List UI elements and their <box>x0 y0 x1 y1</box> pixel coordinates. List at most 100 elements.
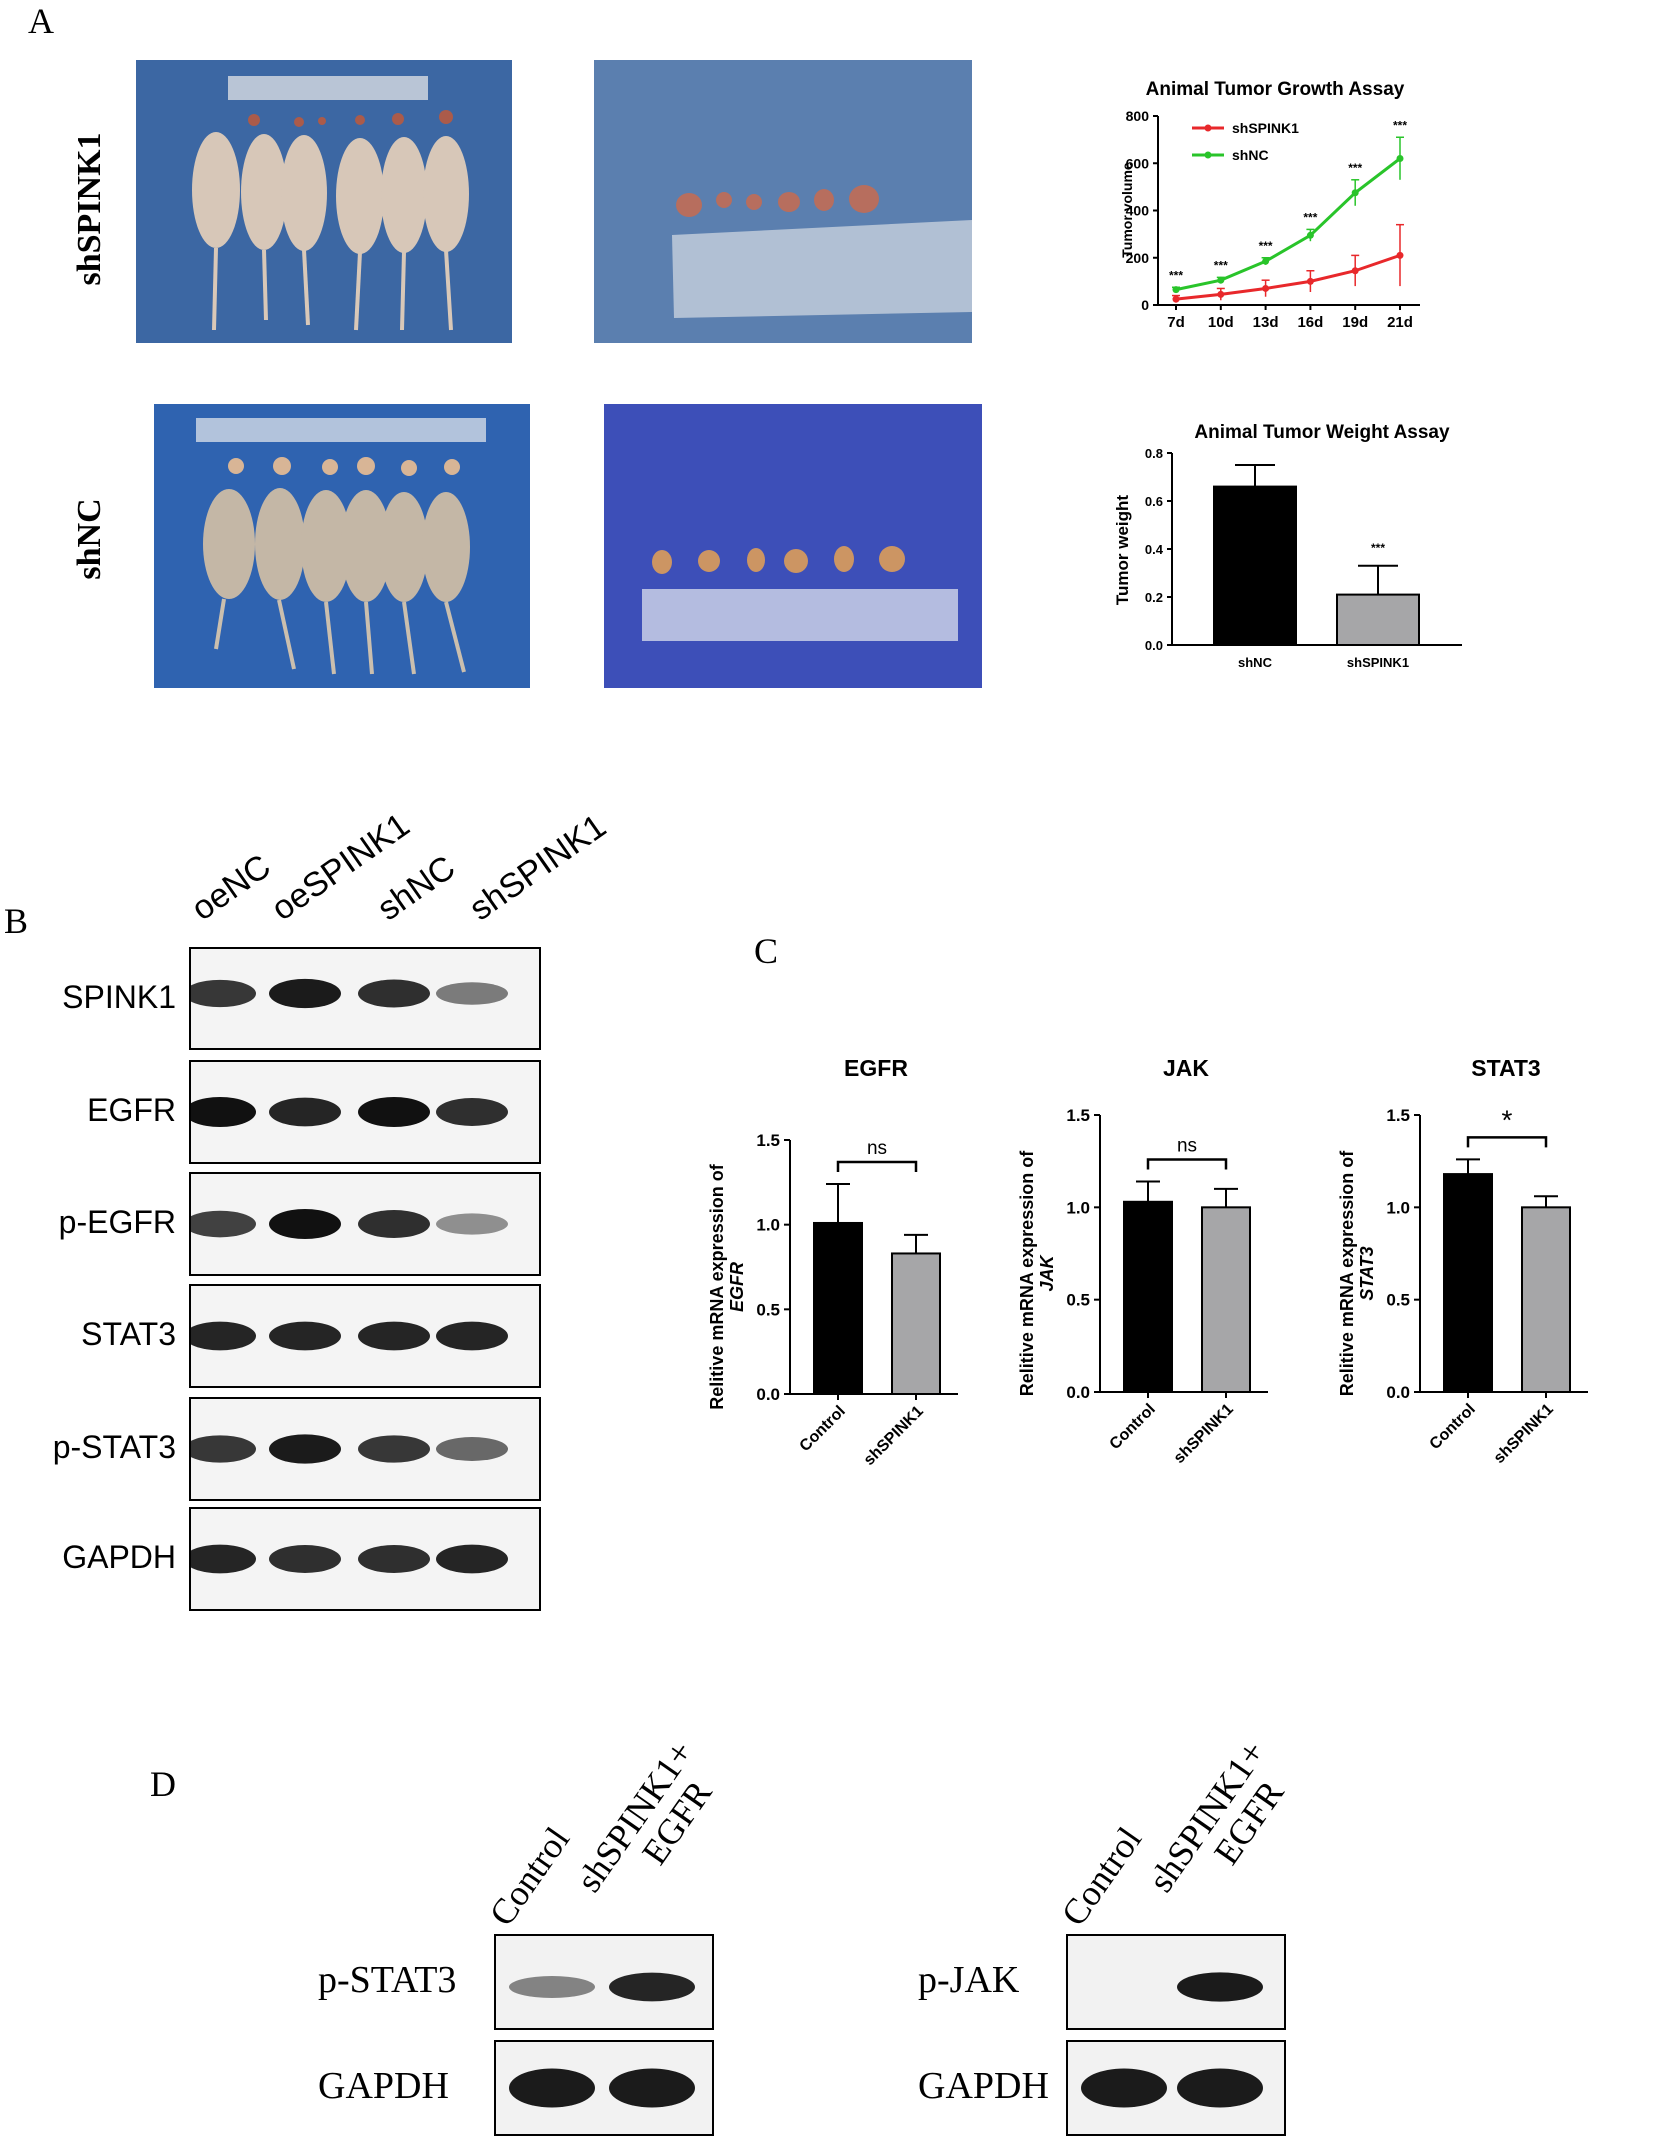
significance-label: * <box>1502 1104 1513 1135</box>
x-tick-label: shSPINK1 <box>1171 1401 1237 1467</box>
blot-image <box>509 2068 695 2108</box>
blot-band <box>269 978 341 1009</box>
blot-band <box>436 1544 508 1574</box>
blot-band <box>509 2068 595 2108</box>
y-axis-label: Tumor volume <box>1119 162 1135 258</box>
y-axis-label: Tumor weight <box>1113 495 1132 606</box>
blot-band <box>358 1210 430 1238</box>
bar-Control <box>1443 1173 1493 1393</box>
blot-band <box>509 1976 595 1998</box>
y-tick-label: 200 <box>1126 250 1150 266</box>
significance-label: *** <box>1169 268 1183 282</box>
right-blot-strip-p-JAK <box>1066 1934 1286 2030</box>
y-tick-label: 1.5 <box>1386 1106 1410 1125</box>
y-axis-label: Relitive mRNA expression of <box>1337 1150 1357 1396</box>
significance-bracket <box>1146 1158 1228 1170</box>
blot-strip-p-STAT3 <box>184 1397 541 1501</box>
y-tick-label: 0.0 <box>1386 1383 1410 1402</box>
blot-band <box>358 1097 430 1127</box>
blot-image <box>184 1321 508 1351</box>
x-tick-label: 10d <box>1208 314 1234 331</box>
blot-image <box>184 978 508 1009</box>
significance-label: *** <box>1214 258 1228 272</box>
significance-label: *** <box>1259 239 1273 253</box>
left-blot-strip-GAPDH <box>494 2040 714 2136</box>
blot-image <box>184 1097 508 1127</box>
data-point <box>1172 295 1180 303</box>
panel-a-label: A <box>28 1 54 41</box>
lane-label-line2: EGFR <box>633 1773 720 1872</box>
y-tick-label: 0.0 <box>1145 638 1163 653</box>
x-tick-label: shSPINK1 <box>861 1403 927 1469</box>
x-tick-label: 13d <box>1253 314 1279 331</box>
right-blot-label-p-JAK: p-JAK <box>918 1959 1020 2001</box>
significance-label: *** <box>1371 541 1385 555</box>
blot-band <box>358 1435 430 1463</box>
y-tick-label: 1.0 <box>756 1216 780 1235</box>
blot-label-GAPDH: GAPDH <box>62 1539 176 1575</box>
data-point <box>1217 290 1225 298</box>
panel-d-label: D <box>150 1764 176 1804</box>
chart-title: EGFR <box>844 1055 908 1081</box>
blot-image <box>1177 1972 1263 2002</box>
tumor-growth-chart: Animal Tumor Growth Assay Tumor volume 0… <box>1119 79 1420 331</box>
blot-band <box>1177 2068 1263 2108</box>
left-blot-strip-p-STAT3 <box>494 1934 714 2030</box>
blot-band <box>269 1321 341 1351</box>
blot-band <box>358 1545 430 1573</box>
significance-label: *** <box>1348 161 1362 175</box>
blot-band <box>184 1321 256 1351</box>
blot-strip-STAT3 <box>184 1284 541 1388</box>
significance-label: *** <box>1393 118 1407 132</box>
x-tick-label: Control <box>1427 1401 1479 1453</box>
blot-band <box>184 979 256 1008</box>
legend-label: shNC <box>1232 147 1269 163</box>
series-line-shNC <box>1175 157 1401 292</box>
right-blot-strip-GAPDH <box>1066 2040 1286 2136</box>
bar-shSPINK1 <box>1521 1206 1571 1393</box>
data-point <box>1306 277 1314 285</box>
chart-title: JAK <box>1163 1055 1209 1081</box>
right-blot-label-GAPDH: GAPDH <box>918 2065 1049 2107</box>
x-tick-label: Control <box>1107 1401 1159 1453</box>
y-tick-label: 400 <box>1126 203 1150 219</box>
blot-band <box>436 1321 508 1351</box>
x-tick-label: shSPINK1 <box>1491 1401 1557 1467</box>
blot-band <box>184 1544 256 1574</box>
lane-label-oeNC: oeNC <box>184 847 278 929</box>
data-point <box>1396 155 1404 163</box>
blot-band <box>184 1097 256 1127</box>
data-point <box>1396 251 1404 259</box>
significance-label: *** <box>1303 210 1317 224</box>
legend-marker <box>1204 151 1212 159</box>
x-tick-label: 19d <box>1342 314 1368 331</box>
y-tick-label: 800 <box>1126 108 1150 124</box>
blot-image <box>184 1544 508 1574</box>
bar-shSPINK1 <box>1336 593 1420 647</box>
blot-image <box>509 1972 695 2002</box>
x-tick-label: 16d <box>1297 314 1323 331</box>
series-line-shSPINK1 <box>1175 253 1401 301</box>
bar-Control <box>1123 1200 1173 1393</box>
chart-title: STAT3 <box>1471 1055 1540 1081</box>
blot-band <box>436 1098 508 1126</box>
blot-strip-SPINK1 <box>184 947 541 1050</box>
y-tick-label: 0.2 <box>1145 590 1163 605</box>
lane-label-treatment: shSPINK1+ EGFR <box>1140 1733 1304 1920</box>
y-axis-label: Relitive mRNA expression of <box>707 1163 727 1409</box>
lane-label-line1: shSPINK1+ <box>568 1733 702 1900</box>
blot-band <box>269 1209 341 1239</box>
data-point <box>1172 286 1180 294</box>
y-tick-label: 0.8 <box>1145 446 1163 461</box>
chart-title: Animal Tumor Growth Assay <box>1146 79 1405 100</box>
significance-bracket <box>1466 1136 1548 1148</box>
y-tick-label: 0.4 <box>1145 542 1164 557</box>
lane-label-control: Control <box>1053 1819 1150 1933</box>
blot-strip-GAPDH <box>184 1507 541 1611</box>
y-tick-label: 0.0 <box>756 1385 780 1404</box>
panel-b-label: B <box>4 901 29 941</box>
x-tick-label: shNC <box>1238 655 1273 670</box>
